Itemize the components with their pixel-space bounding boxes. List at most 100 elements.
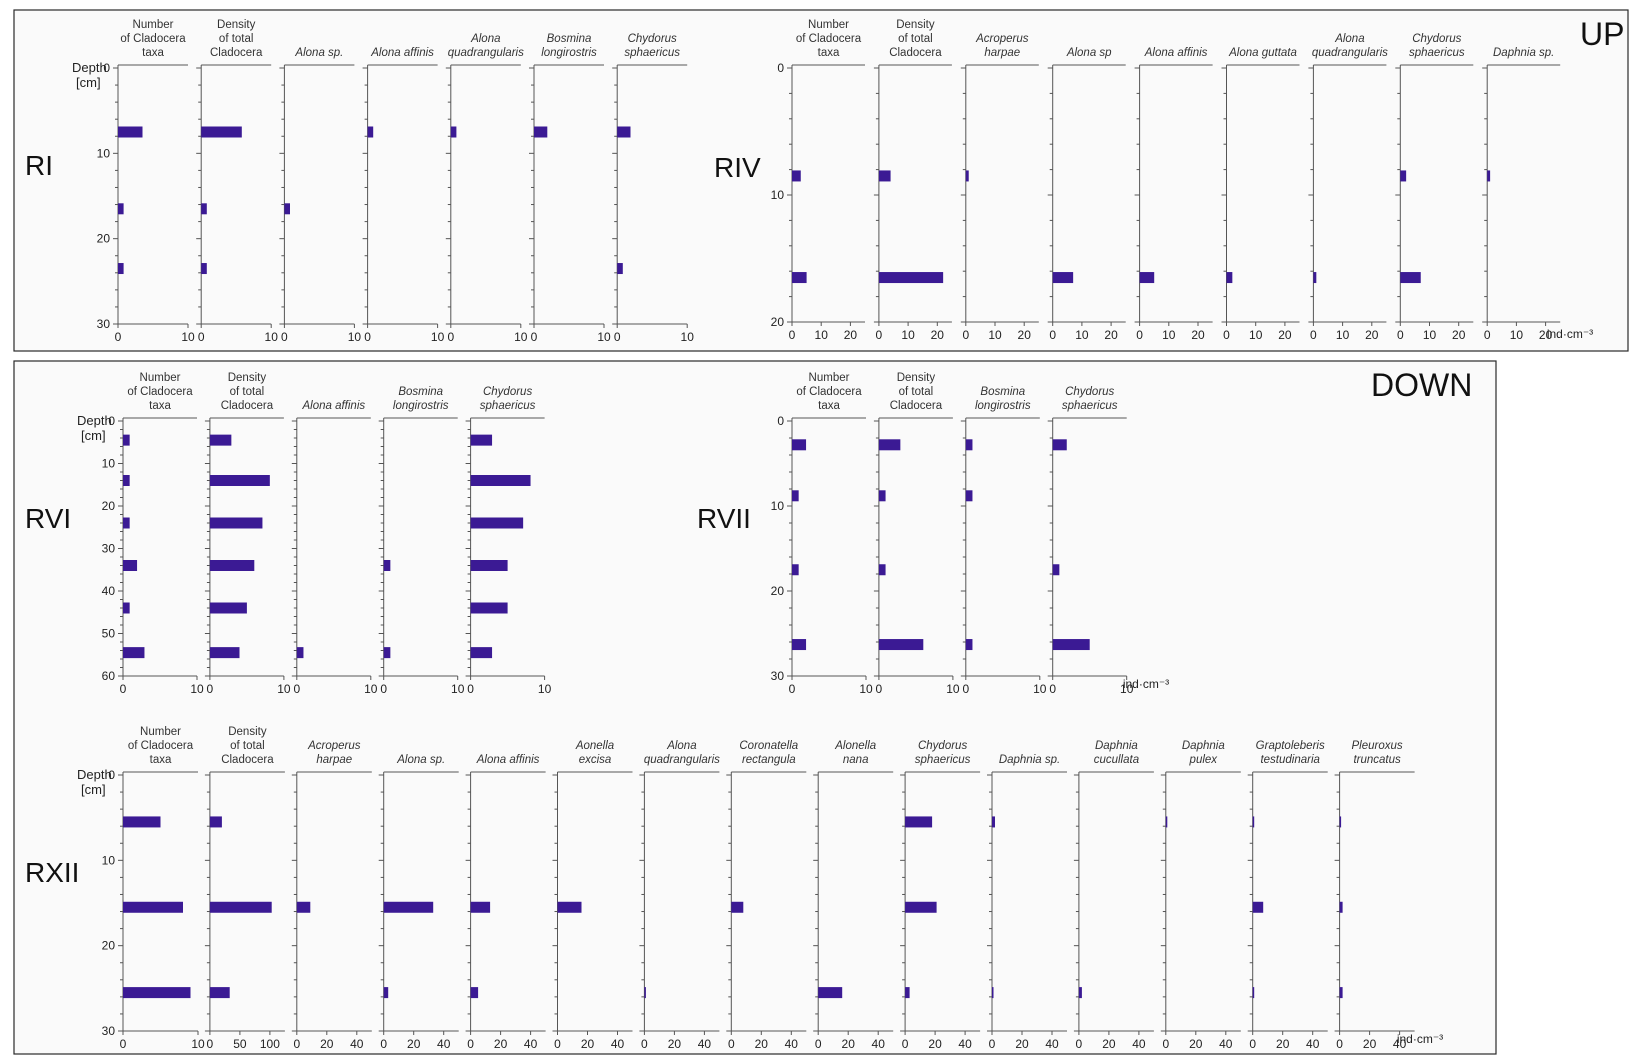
depth-tick-label: 60 [102, 669, 116, 683]
value-tick-label: 10 [514, 330, 528, 344]
bar [118, 263, 124, 275]
column-header-line: rectangula [742, 754, 796, 766]
value-tick-label: 10 [181, 330, 195, 344]
value-tick-label: 20 [407, 1037, 421, 1051]
bar [905, 901, 937, 913]
column-header-line: Density [228, 726, 267, 738]
site-label-rvii: RVII [697, 503, 751, 534]
bar [383, 901, 434, 913]
value-tick-label: 0 [1136, 328, 1143, 342]
bar [878, 490, 886, 502]
column-header-line: of Cladocera [128, 740, 194, 752]
bar [209, 602, 247, 614]
site-label-ri: RI [25, 150, 53, 181]
column-header-line: Chydorus [918, 740, 967, 752]
bar [470, 517, 524, 529]
bar [470, 602, 508, 614]
bar [123, 647, 145, 659]
column-header-line: Number [809, 372, 850, 384]
column-header-line: Alona sp [1066, 47, 1112, 59]
bar [1313, 272, 1317, 284]
column-header-line: excisa [579, 754, 612, 766]
bar [878, 564, 886, 576]
column-header-line: longirostris [393, 400, 449, 412]
column-header-line: Chydorus [628, 33, 677, 45]
value-tick-label: 0 [989, 1037, 996, 1051]
column-header-line: taxa [818, 47, 840, 59]
column-header-line: harpae [316, 754, 352, 766]
bar [1052, 564, 1060, 576]
column-header-line: Bosmina [547, 33, 592, 45]
value-tick-label: 10 [901, 328, 915, 342]
bar [792, 564, 799, 576]
value-tick-label: 20 [581, 1037, 595, 1051]
column-header-line: of total [230, 740, 265, 752]
value-tick-label: 40 [1045, 1037, 1059, 1051]
column-header-line: Alona sp. [294, 47, 343, 59]
value-tick-label: 0 [115, 330, 122, 344]
value-tick-label: 0 [1336, 1037, 1343, 1051]
column-header-line: quadrangularis [448, 47, 524, 59]
value-tick-label: 0 [902, 1037, 909, 1051]
value-tick-label: 20 [1365, 328, 1379, 342]
bar [731, 901, 744, 913]
value-tick-label: 20 [1191, 328, 1205, 342]
unit-label: ind·cm⁻³ [1397, 1032, 1443, 1046]
value-tick-label: 10 [364, 682, 378, 696]
value-tick-label: 20 [1102, 1037, 1116, 1051]
value-tick-label: 20 [1015, 1037, 1029, 1051]
value-tick-label: 0 [467, 1037, 474, 1051]
value-tick-label: 40 [958, 1037, 972, 1051]
column-header-line: Alona affinis [476, 754, 540, 766]
bar [1052, 639, 1090, 651]
column-header-line: harpae [984, 47, 1020, 59]
column-header-line: of Cladocera [796, 386, 862, 398]
depth-tick-label: 20 [97, 232, 111, 246]
value-tick-label: 10 [538, 682, 552, 696]
bar [1252, 987, 1255, 999]
value-tick-label: 0 [728, 1037, 735, 1051]
depth-tick-label: 30 [771, 669, 785, 683]
value-tick-label: 0 [364, 330, 371, 344]
depth-tick-label: 0 [108, 768, 115, 782]
depth-tick-label: 10 [97, 146, 111, 160]
column-header-line: Density [228, 372, 267, 384]
value-tick-label: 0 [1484, 328, 1491, 342]
bar [1078, 987, 1082, 999]
bar [209, 434, 232, 446]
bar [878, 170, 891, 182]
value-tick-label: 40 [1219, 1037, 1233, 1051]
bar [792, 439, 807, 451]
value-tick-label: 20 [320, 1037, 334, 1051]
bar [209, 560, 255, 571]
depth-tick-label: 0 [103, 61, 110, 75]
bar [1252, 816, 1255, 828]
value-tick-label: 10 [348, 330, 362, 344]
depth-axis-label: Depth [77, 767, 112, 782]
up-label: UP [1580, 16, 1624, 52]
value-tick-label: 0 [554, 1037, 561, 1051]
bar [878, 272, 944, 284]
column-header-line: Density [897, 372, 936, 384]
column-header-line: of total [219, 33, 254, 45]
bar [965, 439, 973, 451]
column-header-line: Alona affinis [370, 47, 434, 59]
value-tick-label: 0 [1076, 1037, 1083, 1051]
bar [296, 901, 311, 913]
bar [818, 987, 843, 999]
column-header-line: Aonella [575, 740, 614, 752]
bar [1052, 439, 1067, 451]
bar [992, 816, 995, 828]
value-tick-label: 20 [931, 328, 945, 342]
bar [1400, 272, 1421, 284]
column-header-line: Pleuroxus [1352, 740, 1403, 752]
value-tick-label: 10 [1336, 328, 1350, 342]
bar [965, 170, 969, 182]
column-header-line: Cladocera [889, 47, 942, 59]
column-header-line: Number [808, 19, 849, 31]
bar [209, 517, 263, 529]
bar [792, 639, 807, 651]
value-tick-label: 10 [988, 328, 1002, 342]
value-tick-label: 20 [1276, 1037, 1290, 1051]
column-header-line: of total [230, 386, 265, 398]
